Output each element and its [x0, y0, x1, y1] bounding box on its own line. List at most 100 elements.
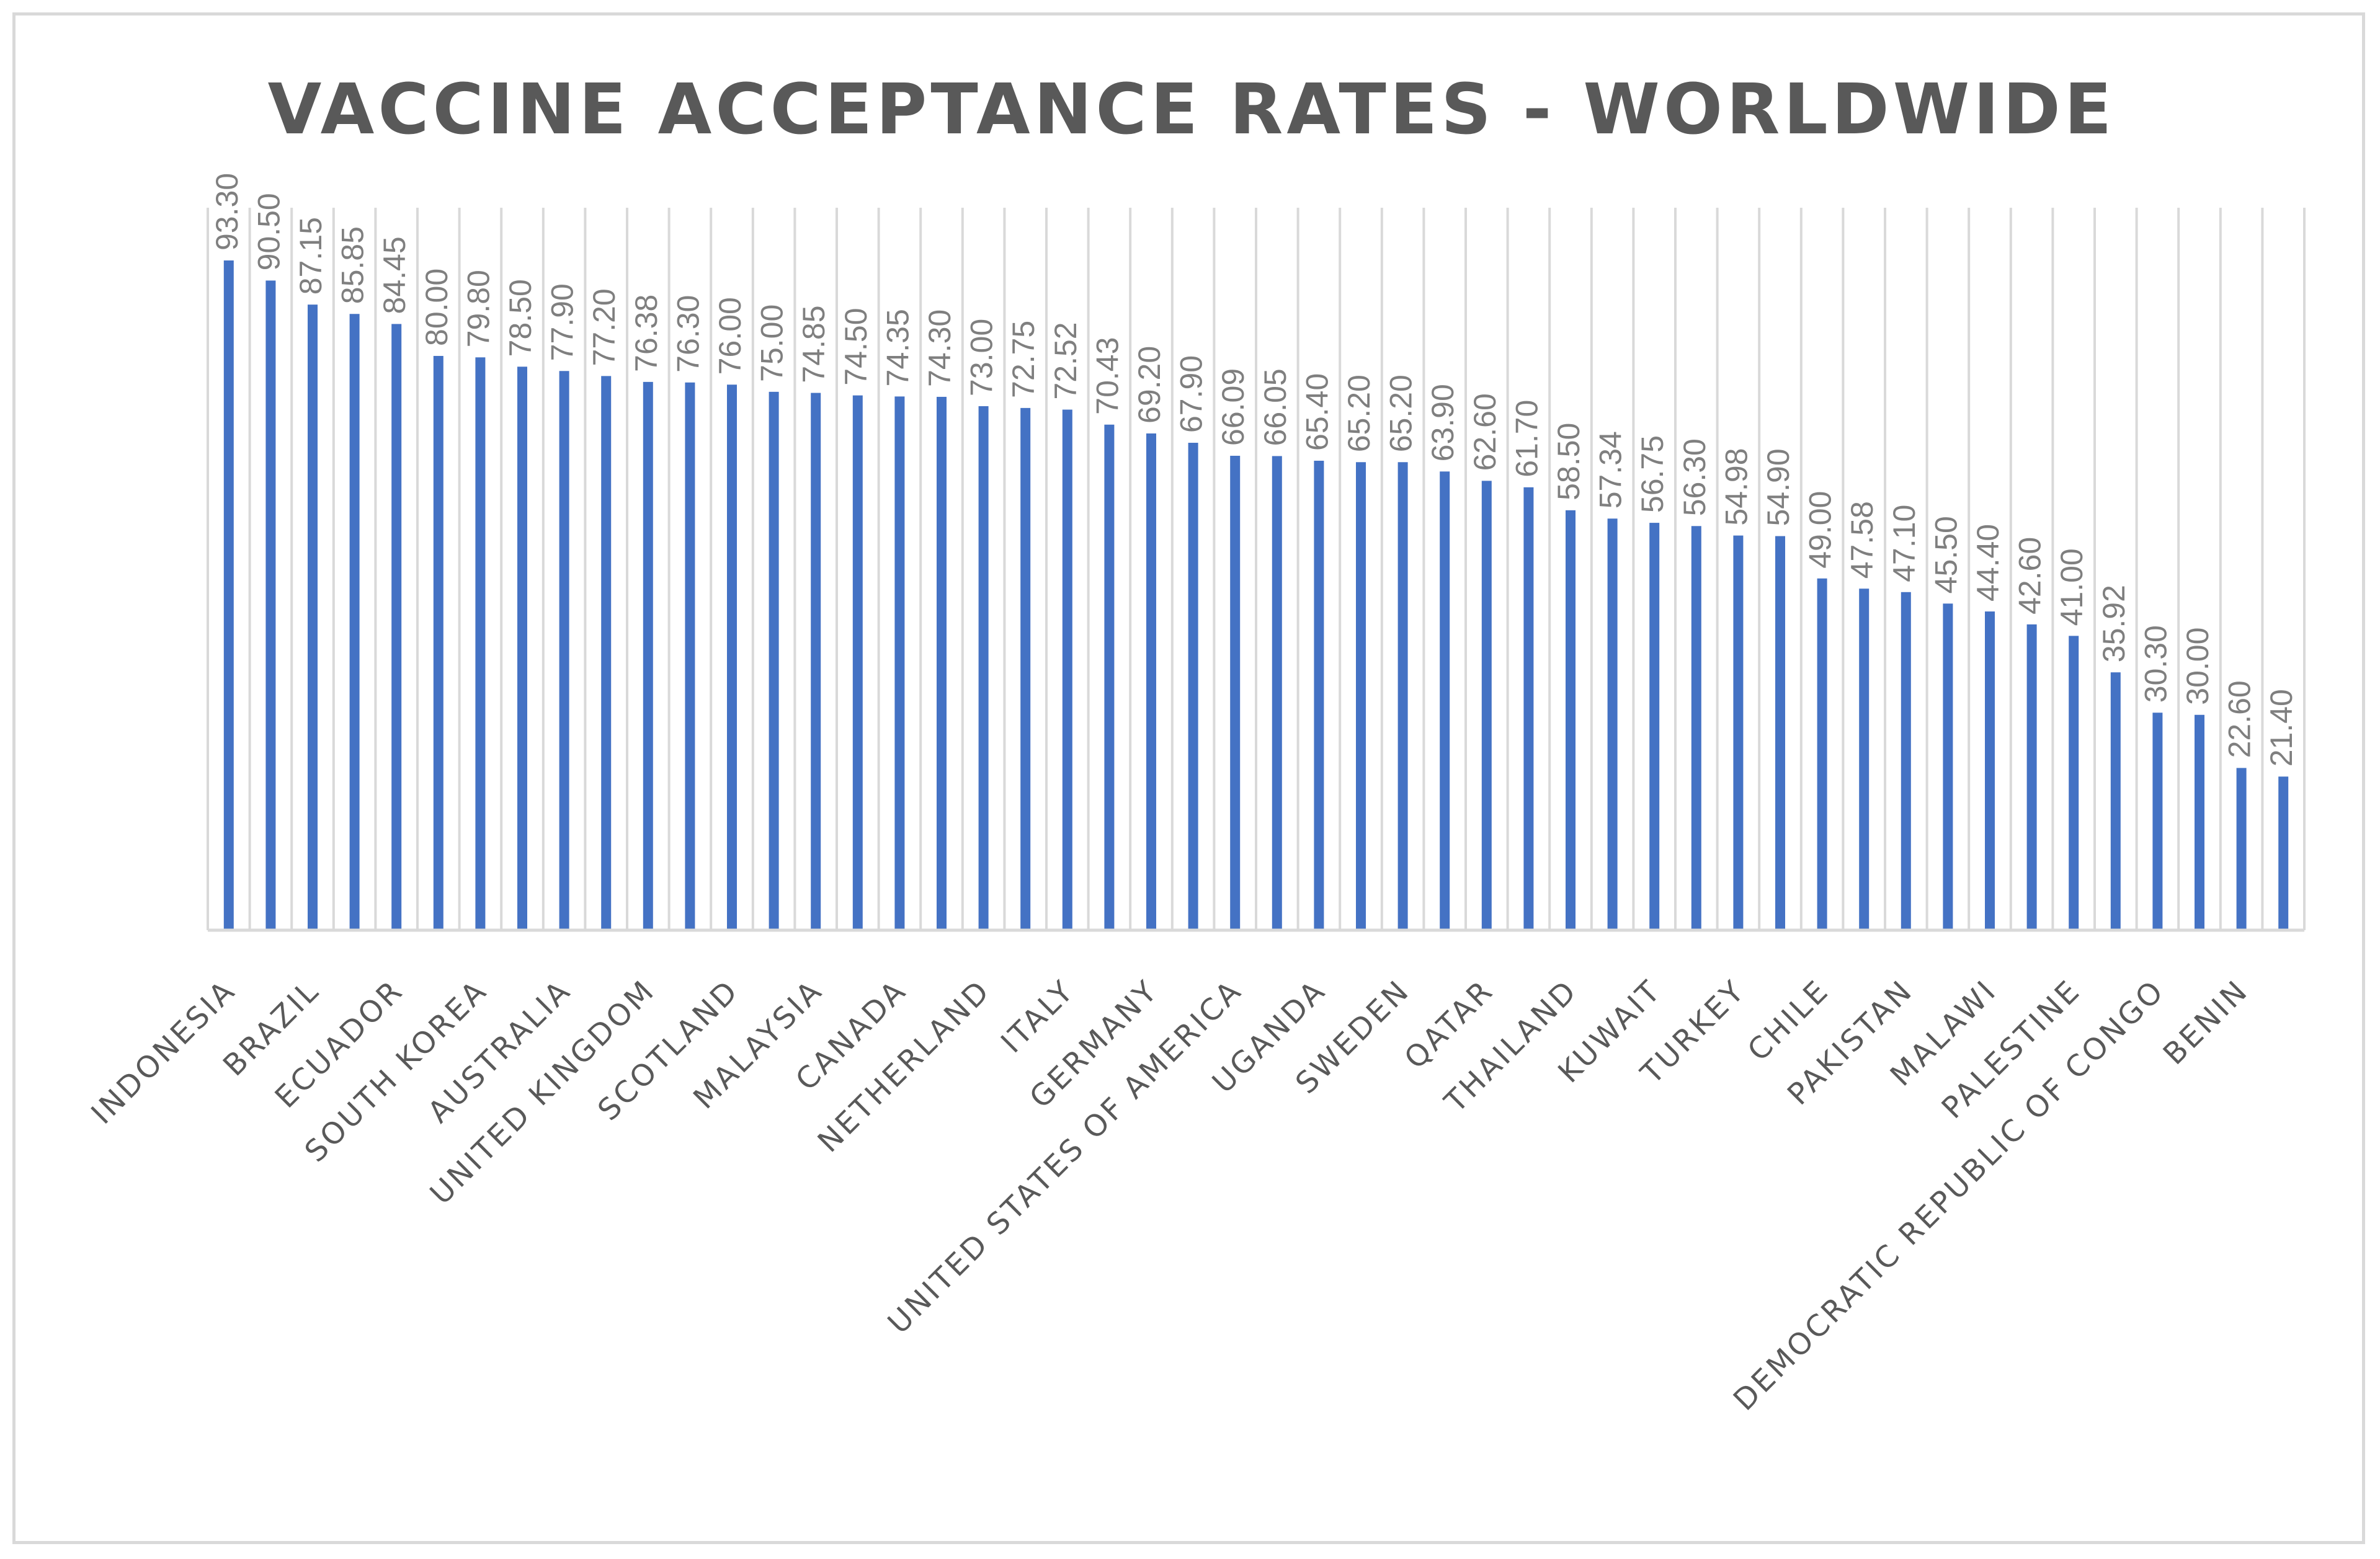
- data-label: 54.98: [1719, 448, 1754, 525]
- bar: [685, 382, 695, 930]
- bar: [894, 396, 905, 930]
- bar: [727, 384, 737, 930]
- bar: [475, 357, 486, 930]
- data-label: 47.58: [1845, 501, 1879, 579]
- bar: [349, 314, 360, 931]
- data-label: 42.60: [2013, 537, 2048, 615]
- data-label: 66.05: [1258, 368, 1293, 446]
- data-label: 44.40: [1971, 524, 2005, 602]
- data-label: 74.30: [922, 309, 957, 387]
- bar: [308, 304, 318, 930]
- bar: [852, 395, 863, 930]
- category-label: BENIN: [2157, 973, 2255, 1072]
- data-label: 65.40: [1299, 373, 1334, 451]
- bar: [601, 376, 612, 930]
- data-label: 45.50: [1928, 516, 1963, 593]
- data-label: 56.75: [1635, 435, 1670, 513]
- data-label: 30.00: [2180, 628, 2215, 705]
- data-label: 57.34: [1593, 431, 1628, 509]
- data-label: 47.10: [1887, 505, 1922, 582]
- bar: [1943, 603, 1953, 930]
- data-label: 72.75: [1006, 321, 1041, 398]
- data-label: 22.60: [2222, 680, 2257, 758]
- data-label: 63.90: [1425, 384, 1460, 461]
- bar: [811, 393, 821, 930]
- data-label: 75.00: [755, 304, 790, 382]
- data-label: 76.30: [671, 295, 705, 373]
- data-label: 70.43: [1090, 337, 1125, 415]
- bar: [1104, 424, 1115, 930]
- bar: [1062, 409, 1072, 930]
- data-label: 74.85: [796, 305, 831, 383]
- bar: [1985, 611, 1995, 930]
- chart-title: VACCINE ACCEPTANCE RATES - WORLDWIDE: [268, 69, 2116, 150]
- data-label: 62.60: [1468, 393, 1502, 471]
- data-label: 21.40: [2264, 689, 2299, 766]
- data-label: 30.30: [2138, 625, 2173, 703]
- data-label: 85.85: [336, 226, 370, 304]
- bar: [1230, 455, 1241, 930]
- data-label: 76.38: [629, 295, 664, 372]
- bar: [1566, 510, 1576, 930]
- bar: [391, 324, 402, 930]
- bar: [1775, 536, 1785, 930]
- bar: [559, 371, 569, 930]
- data-label: 87.15: [293, 217, 328, 295]
- bar: [2195, 714, 2204, 930]
- data-label: 49.00: [1803, 491, 1838, 569]
- bar: [1188, 443, 1198, 930]
- data-label: 66.09: [1216, 368, 1250, 446]
- bar: [2026, 624, 2037, 930]
- bar: [517, 366, 527, 930]
- bar-chart: VACCINE ACCEPTANCE RATES - WORLDWIDE 93.…: [84, 69, 2306, 1418]
- data-labels: 93.30 90.50 87.15 85.85 84.45 80.00 79.80 78.50…: [210, 173, 2299, 766]
- bar: [223, 260, 234, 930]
- bar: [1146, 433, 1156, 930]
- data-label: 58.50: [1551, 423, 1586, 500]
- bar: [1314, 460, 1324, 930]
- bar: [1356, 462, 1366, 930]
- data-label: 93.30: [210, 173, 244, 251]
- bar: [1649, 523, 1660, 930]
- bar: [2069, 636, 2079, 930]
- data-label: 79.80: [461, 270, 496, 347]
- data-label: 41.00: [2054, 548, 2089, 626]
- bar: [1817, 578, 1827, 930]
- data-label: 72.52: [1048, 322, 1083, 399]
- data-label: 35.92: [2097, 585, 2131, 662]
- bar: [643, 381, 653, 930]
- bar: [769, 391, 779, 930]
- data-label: 73.00: [965, 319, 999, 396]
- bar: [1691, 526, 1701, 930]
- bar: [1523, 487, 1534, 930]
- bar: [1272, 456, 1282, 930]
- bar: [1440, 471, 1450, 930]
- data-label: 74.35: [880, 309, 915, 386]
- data-label: 54.90: [1761, 448, 1796, 526]
- bar: [978, 406, 989, 930]
- bar: [1901, 592, 1911, 930]
- data-label: 65.20: [1342, 375, 1376, 452]
- category-label: INDONESIA: [84, 973, 243, 1131]
- data-label: 78.50: [503, 279, 538, 357]
- data-label: 80.00: [419, 269, 454, 346]
- bars: [223, 260, 2289, 931]
- bar: [937, 396, 947, 930]
- bar: [1607, 518, 1618, 930]
- bar: [1397, 462, 1408, 930]
- data-label: 69.20: [1132, 346, 1167, 424]
- bar: [1733, 535, 1744, 930]
- bar: [1859, 589, 1870, 930]
- data-label: 56.30: [1677, 438, 1712, 516]
- data-label: 76.00: [713, 297, 747, 375]
- data-label: 61.70: [1509, 400, 1544, 477]
- category-label: AUSTRALIA: [421, 973, 578, 1130]
- data-label: 67.90: [1174, 355, 1209, 433]
- bar: [1481, 481, 1492, 930]
- data-label: 90.50: [251, 193, 286, 270]
- bar: [2278, 776, 2289, 930]
- data-label: 77.90: [545, 283, 580, 361]
- data-label: 84.45: [377, 236, 412, 314]
- chart-frame: VACCINE ACCEPTANCE RATES - WORLDWIDE 93.…: [12, 12, 2365, 1544]
